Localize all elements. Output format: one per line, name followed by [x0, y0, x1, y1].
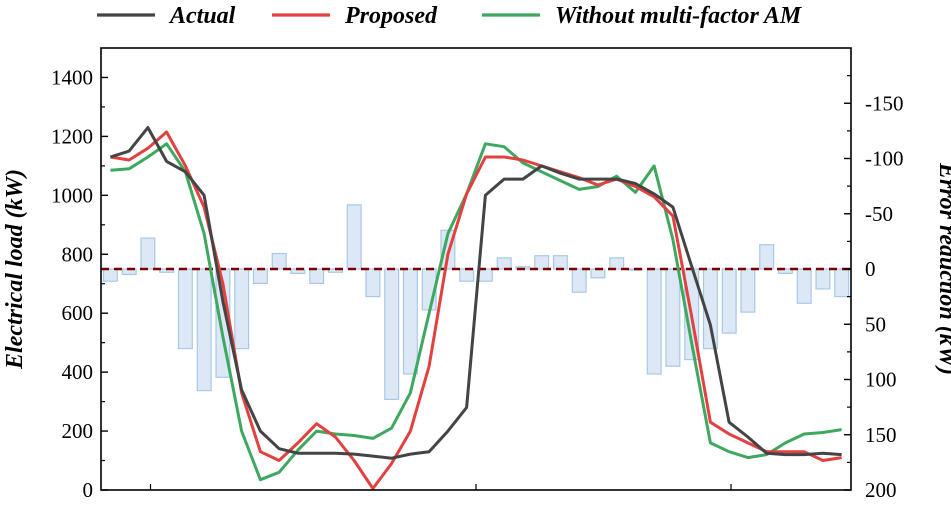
error-bar: [646, 268, 662, 375]
error-bar: [665, 268, 681, 367]
left-tick-label: 200: [62, 419, 94, 443]
right-tick-label: -50: [865, 202, 893, 226]
proposed-line: [110, 130, 842, 490]
right-tick-label: 50: [865, 312, 886, 336]
left-tick-label: 0: [83, 478, 94, 502]
error-bar: [309, 268, 325, 284]
error-bar: [459, 268, 475, 282]
left-tick-label: 1200: [51, 124, 93, 148]
left-axis: 0 200 400 600 800 1000 1200 1400: [51, 65, 108, 502]
error-bar: [777, 268, 793, 275]
error-reduction-bars: [102, 204, 850, 400]
right-tick-label: -150: [865, 91, 904, 115]
error-bar: [102, 268, 118, 282]
error-bar: [346, 204, 362, 270]
left-tick-label: 1400: [51, 65, 93, 89]
right-tick-label: -100: [865, 147, 904, 171]
right-tick-label: 150: [865, 423, 897, 447]
error-bar: [796, 268, 812, 304]
error-bar: [196, 268, 212, 392]
legend-without-am-label: Without multi-factor AM: [555, 3, 803, 29]
error-bar: [590, 268, 606, 279]
right-axis-title: Error reduction (kW): [934, 162, 951, 375]
error-bar: [140, 237, 156, 270]
error-bar: [834, 268, 850, 298]
legend-actual-label: Actual: [168, 3, 236, 29]
error-bar: [402, 268, 418, 375]
legend: Actual Proposed Without multi-factor AM: [97, 3, 803, 29]
left-tick-label: 600: [62, 301, 94, 325]
error-bar: [571, 268, 587, 293]
error-bar: [365, 268, 381, 298]
error-bar: [552, 255, 568, 270]
error-bar: [177, 268, 193, 350]
right-tick-label: 200: [865, 478, 897, 502]
left-axis-title: Electrical load (kW): [2, 169, 28, 370]
error-bar: [815, 268, 831, 290]
right-axis: -150 -100 -50 0 50 100 150 200: [844, 75, 904, 502]
error-bar: [252, 268, 268, 284]
left-tick-label: 1000: [51, 183, 93, 207]
right-tick-label: 0: [865, 257, 876, 281]
right-tick-label: 100: [865, 368, 897, 392]
without-am-line: [110, 142, 842, 482]
error-bar: [477, 268, 493, 282]
left-tick-label: 400: [62, 360, 94, 384]
error-bar: [759, 244, 775, 270]
actual-line: [109, 126, 842, 460]
left-tick-label: 800: [62, 242, 94, 266]
error-bar: [384, 268, 400, 400]
bottom-axis: [149, 484, 732, 490]
error-bar: [740, 268, 756, 313]
error-bar: [609, 257, 625, 270]
error-bar: [234, 268, 250, 350]
error-bar: [702, 268, 718, 350]
legend-proposed-label: Proposed: [344, 3, 438, 29]
error-bar: [721, 268, 737, 334]
error-bar: [271, 252, 287, 270]
error-bar: [534, 255, 550, 270]
error-bar: [496, 257, 512, 270]
